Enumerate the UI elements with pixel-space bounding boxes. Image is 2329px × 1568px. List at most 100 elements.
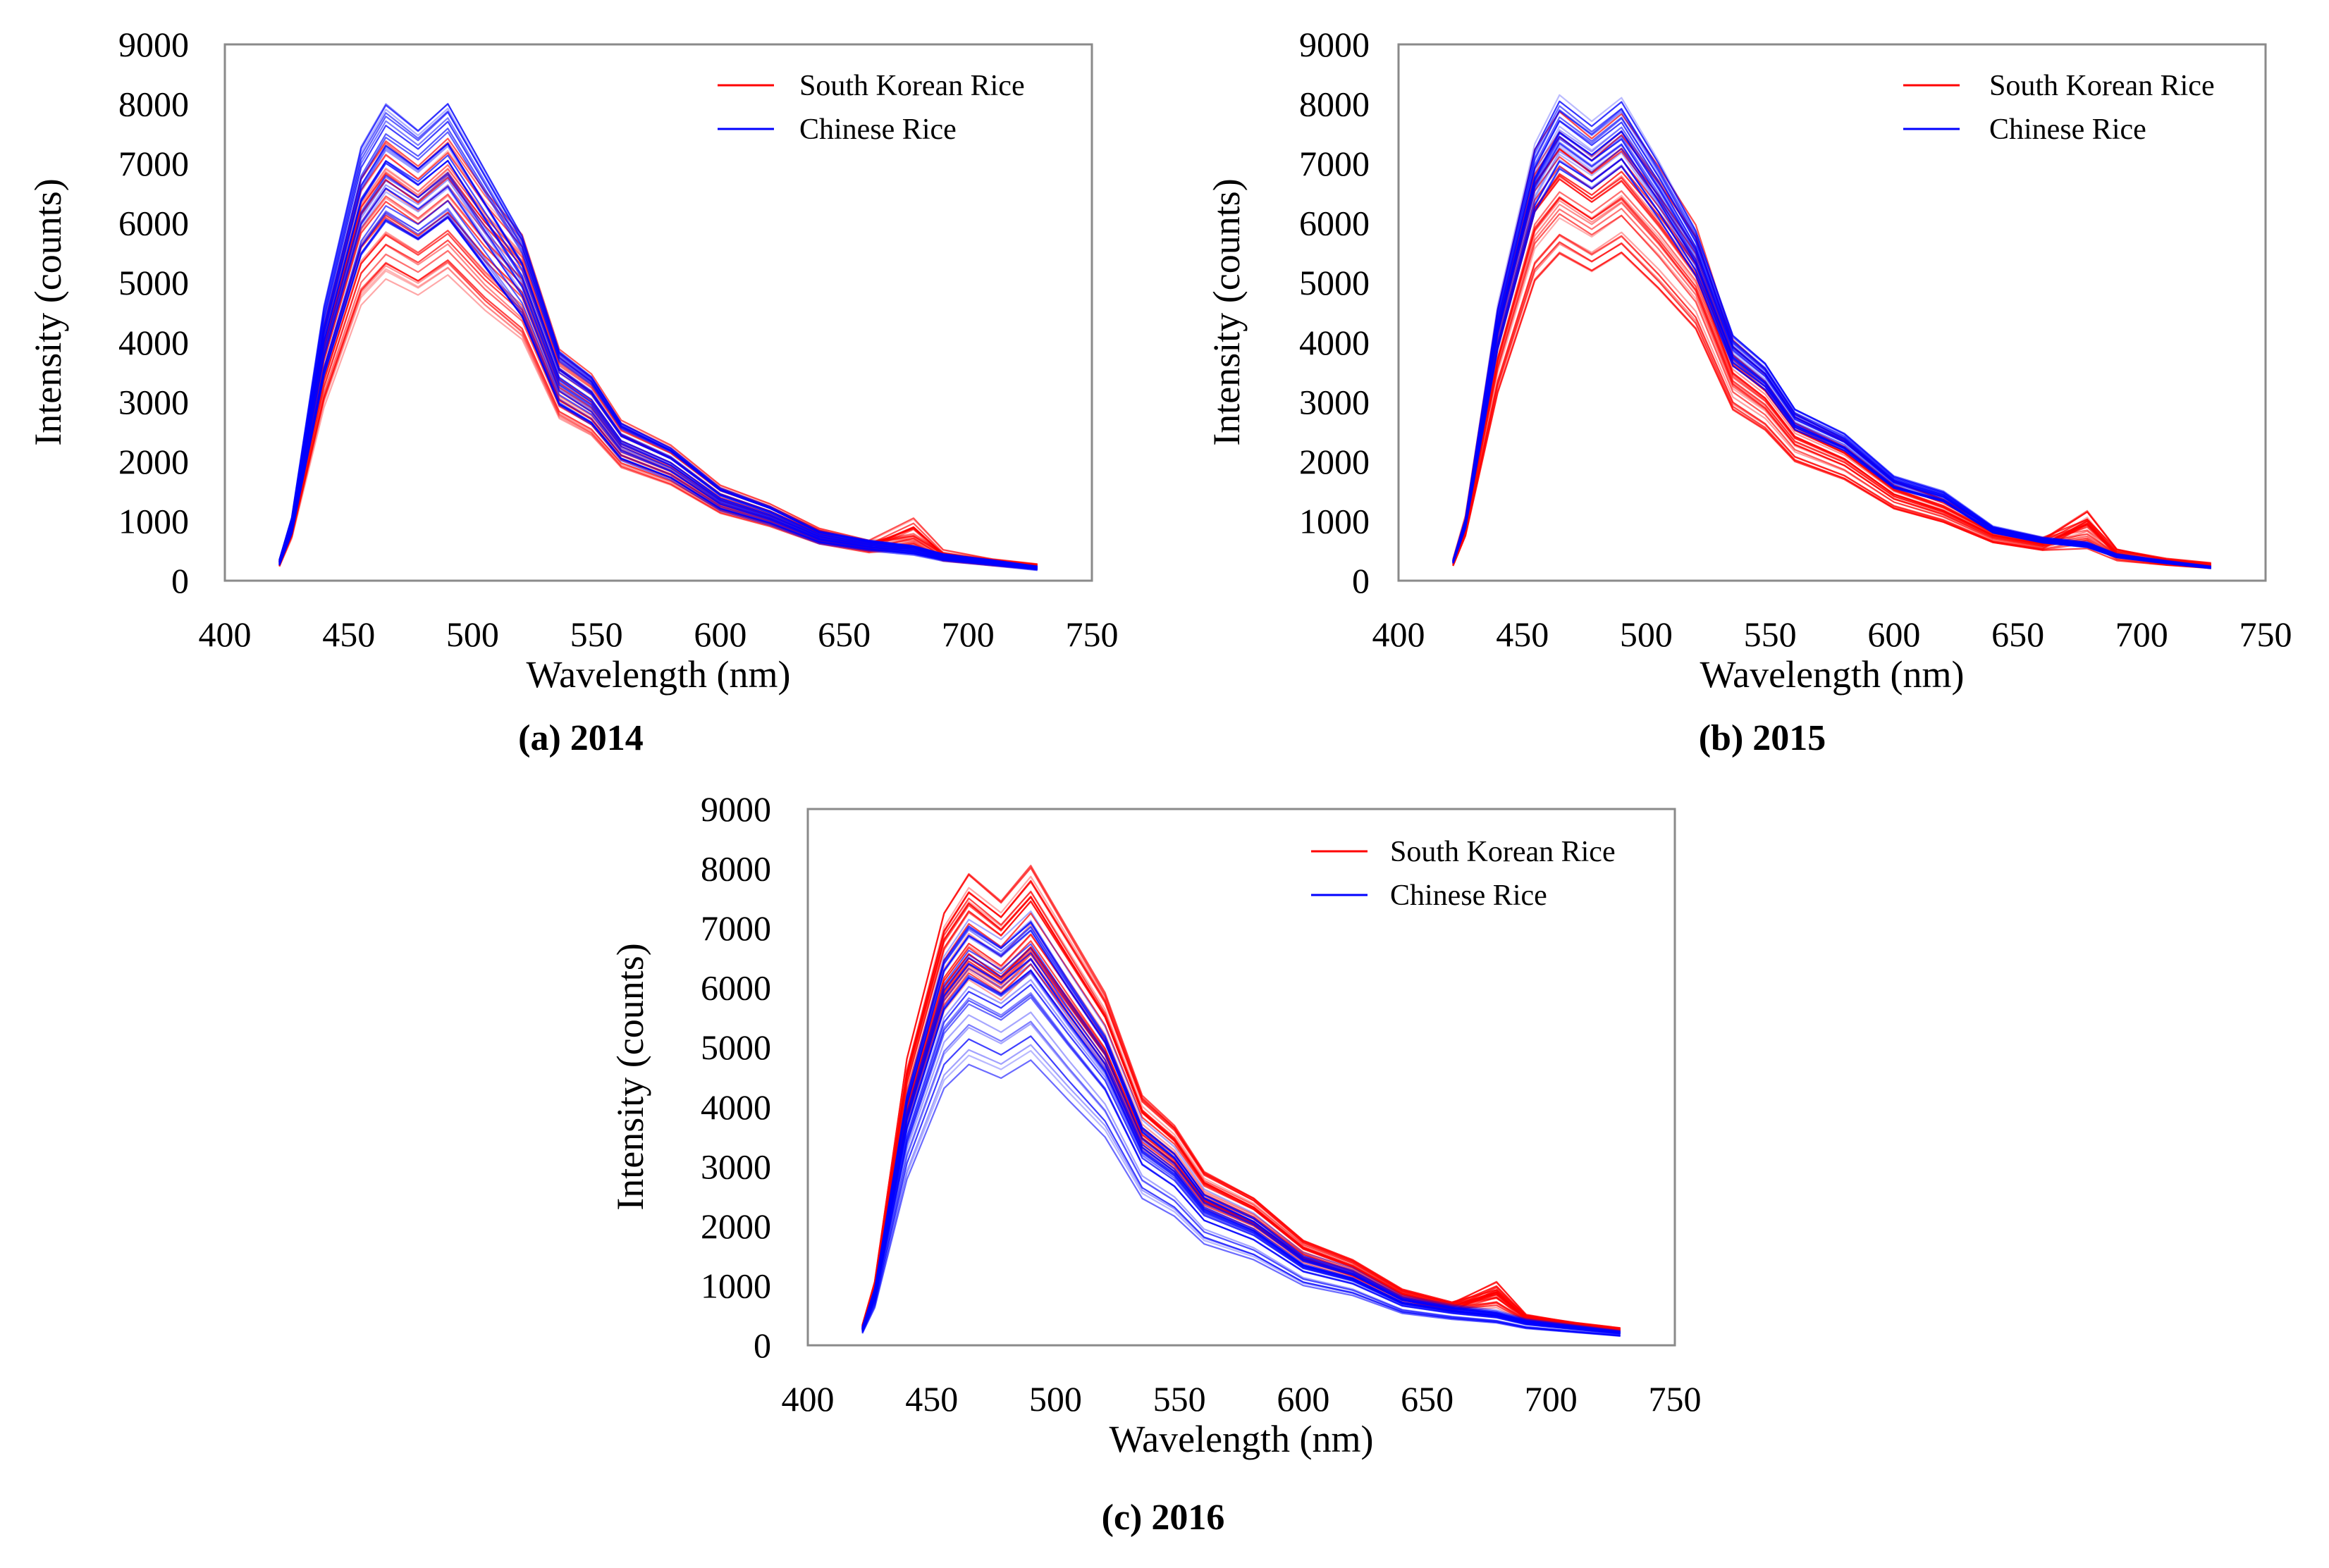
x-tick-label: 400 [199,615,252,654]
x-tick-label: 450 [322,615,375,654]
x-tick-labels-c: 400 450 500 550 600 650 700 750 [782,1379,1702,1419]
spectra-curves-c [861,865,1621,1337]
x-tick-label: 750 [2239,615,2292,654]
y-tick-label: 4000 [1299,323,1370,362]
caption-c: (c) 2016 [1102,1498,1225,1538]
spectrum-chinese-28 [1452,130,2211,568]
spectrum-chinese-26 [1452,108,2211,567]
spectrum-south-korean-27 [861,879,1621,1329]
spectrum-chinese-29 [278,117,1038,568]
y-tick-label: 5000 [1299,263,1370,302]
x-tick-label: 750 [1649,1379,1702,1419]
legend-label-south-korean-rice: South Korean Rice [1989,70,2215,102]
spectrum-chinese-21 [278,143,1038,568]
spectrum-south-korean-24 [1452,241,2211,569]
x-tick-label: 700 [942,615,995,654]
spectrum-south-korean-20 [861,875,1621,1329]
y-tick-label: 6000 [1299,204,1370,243]
panel-c: 0 1000 2000 3000 4000 5000 6000 7000 800… [609,789,1702,1538]
x-tick-labels-b: 400 450 500 550 600 650 700 750 [1372,615,2292,654]
x-tick-label: 750 [1066,615,1119,654]
y-tick-label: 5000 [118,263,189,302]
spectrum-chinese-29 [1452,137,2211,569]
spectrum-chinese-28 [861,1044,1621,1337]
y-tick-label: 8000 [1299,85,1370,124]
spectrum-chinese-24 [861,943,1621,1333]
y-tick-label: 3000 [118,382,189,421]
spectrum-chinese-17 [1452,100,2211,568]
spectra-curves-b [1452,94,2211,569]
x-axis-title-c: Wavelength (nm) [1109,1418,1373,1460]
x-tick-label: 700 [2115,615,2168,654]
legend-label-chinese-rice: Chinese Rice [1989,113,2146,146]
x-axis-title-a: Wavelength (nm) [526,653,790,696]
x-tick-label: 700 [1525,1379,1578,1419]
x-tick-label: 500 [1620,615,1673,654]
spectrum-chinese-23 [278,142,1038,569]
y-tick-label: 8000 [701,849,771,889]
y-tick-label: 4000 [118,323,189,362]
x-axis-title-b: Wavelength (nm) [1700,653,1964,696]
caption-a: (a) 2014 [518,718,644,758]
y-tick-label: 1000 [1299,501,1370,541]
spectrum-chinese-18 [861,1059,1621,1337]
x-tick-label: 550 [570,615,623,654]
y-tick-label: 6000 [118,204,189,243]
y-tick-label: 9000 [118,25,189,64]
x-tick-label: 450 [1496,615,1549,654]
y-tick-label: 1000 [118,501,189,541]
y-tick-label: 9000 [701,789,771,829]
y-axis-title-c: Intensity (counts) [609,943,651,1210]
x-tick-label: 400 [782,1379,835,1419]
y-tick-label: 0 [171,561,189,600]
spectrum-chinese-24 [1452,148,2211,568]
spectrum-chinese-30 [278,217,1038,571]
spectrum-chinese-25 [1452,166,2211,569]
legend-label-south-korean-rice: South Korean Rice [799,70,1025,102]
y-tick-label: 3000 [1299,382,1370,421]
y-tick-label: 1000 [701,1266,771,1305]
spectrum-south-korean-10 [278,171,1038,567]
y-tick-label: 0 [754,1326,771,1365]
spectrum-south-korean-26 [1452,199,2211,568]
legend-a: South Korean Rice Chinese Rice [718,70,1025,146]
panel-a: 0 1000 2000 3000 4000 5000 6000 7000 800… [27,25,1119,758]
x-tick-label: 500 [1029,1379,1082,1419]
legend-label-south-korean-rice: South Korean Rice [1390,836,1616,868]
y-tick-label: 2000 [701,1206,771,1246]
spectrum-chinese-3 [861,1020,1621,1336]
spectrum-chinese-16 [278,145,1038,568]
y-tick-label: 7000 [701,908,771,948]
y-axis-title-a: Intensity (counts) [27,178,69,445]
x-tick-label: 650 [1991,615,2044,654]
spectrum-chinese-28 [278,213,1038,572]
x-tick-label: 600 [1867,615,1920,654]
y-tick-label: 8000 [118,85,189,124]
x-tick-label: 600 [694,615,746,654]
spectrum-chinese-29 [861,921,1621,1333]
spectrum-chinese-30 [861,973,1621,1335]
y-tick-labels-b: 0 1000 2000 3000 4000 5000 6000 7000 800… [1299,25,1370,600]
spectrum-south-korean-25 [1452,242,2211,569]
spectrum-chinese-16 [1452,105,2211,569]
y-tick-labels-c: 0 1000 2000 3000 4000 5000 6000 7000 800… [701,789,771,1365]
spectrum-chinese-30 [1452,94,2211,568]
spectrum-chinese-14 [861,910,1621,1332]
spectrum-south-korean-30 [861,900,1621,1330]
y-tick-label: 9000 [1299,25,1370,64]
x-tick-label: 550 [1153,1379,1206,1419]
y-tick-labels-a: 0 1000 2000 3000 4000 5000 6000 7000 800… [118,25,189,600]
x-tick-labels-a: 400 450 500 550 600 650 700 750 [199,615,1119,654]
legend-label-chinese-rice: Chinese Rice [1390,879,1547,912]
caption-b: (b) 2015 [1699,718,1826,758]
panel-b: 0 1000 2000 3000 4000 5000 6000 7000 800… [1205,25,2292,758]
x-tick-label: 500 [446,615,499,654]
spectrum-chinese-25 [861,952,1621,1334]
y-tick-label: 5000 [701,1027,771,1067]
spectrum-chinese-25 [278,159,1038,569]
x-tick-label: 400 [1372,615,1425,654]
spectrum-chinese-26 [278,160,1038,570]
spectra-curves-a [278,103,1038,572]
spectrum-chinese-20 [861,996,1621,1335]
